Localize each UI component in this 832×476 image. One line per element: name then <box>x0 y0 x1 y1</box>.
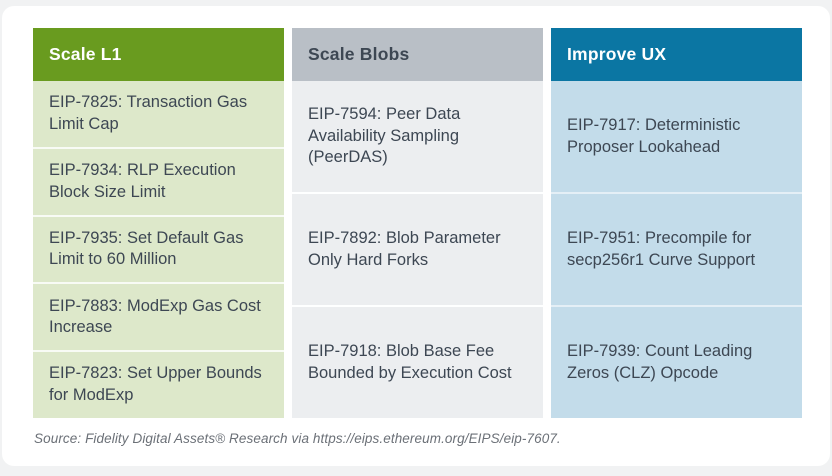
column-header-scale-blobs: Scale Blobs <box>292 28 543 81</box>
source-note: Source: Fidelity Digital Assets® Researc… <box>34 431 561 446</box>
table-cell-eip-7935: EIP-7935: Set Default Gas Limit to 60 Mi… <box>33 214 284 283</box>
table-cell-eip-7939: EIP-7939: Count Leading Zeros (CLZ) Opco… <box>551 305 802 418</box>
table-cell-eip-7883: EIP-7883: ModExp Gas Cost Increase <box>33 282 284 351</box>
column-improve-ux: Improve UX EIP-7917: Deterministic Propo… <box>551 28 802 418</box>
table-cell-eip-7934: EIP-7934: RLP Execution Block Size Limit <box>33 146 284 215</box>
table-cell-eip-7892: EIP-7892: Blob Parameter Only Hard Forks <box>292 192 543 305</box>
column-header-scale-l1: Scale L1 <box>33 28 284 81</box>
eip-category-table: Scale L1 EIP-7825: Transaction Gas Limit… <box>33 28 802 418</box>
column-header-improve-ux: Improve UX <box>551 28 802 81</box>
column-scale-blobs: Scale Blobs EIP-7594: Peer Data Availabi… <box>292 28 543 418</box>
table-cell-eip-7951: EIP-7951: Precompile for secp256r1 Curve… <box>551 192 802 305</box>
table-cell-eip-7917: EIP-7917: Deterministic Proposer Lookahe… <box>551 81 802 192</box>
table-cell-eip-7825: EIP-7825: Transaction Gas Limit Cap <box>33 81 284 147</box>
table-cell-eip-7823: EIP-7823: Set Upper Bounds for ModExp <box>33 350 284 418</box>
table-cell-eip-7594: EIP-7594: Peer Data Availability Samplin… <box>292 81 543 192</box>
table-cell-eip-7918: EIP-7918: Blob Base Fee Bounded by Execu… <box>292 305 543 418</box>
column-scale-l1: Scale L1 EIP-7825: Transaction Gas Limit… <box>33 28 284 418</box>
figure-card: Scale L1 EIP-7825: Transaction Gas Limit… <box>2 6 830 466</box>
